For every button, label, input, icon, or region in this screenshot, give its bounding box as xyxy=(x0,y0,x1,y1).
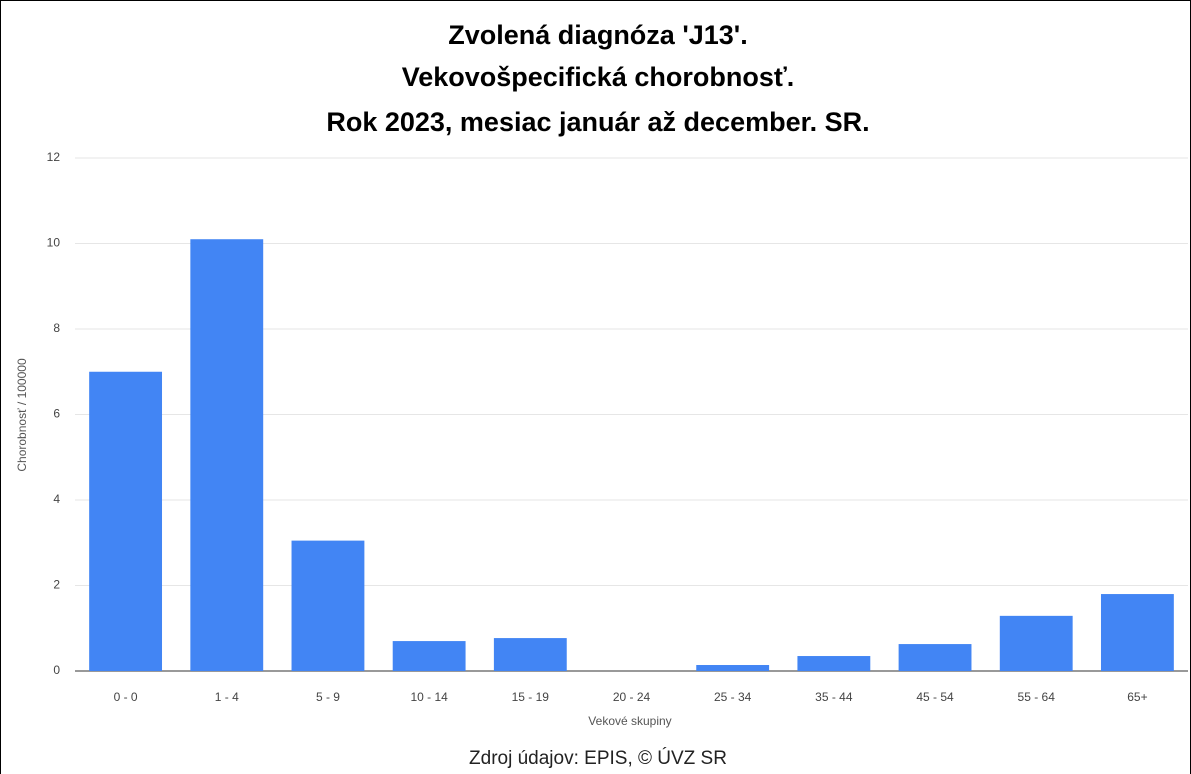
y-tick-label: 2 xyxy=(53,578,60,592)
x-tick-label: 35 - 44 xyxy=(815,690,853,704)
bar xyxy=(493,638,567,671)
x-tick-label: 5 - 9 xyxy=(316,690,340,704)
y-tick-label: 0 xyxy=(53,663,60,677)
bar xyxy=(898,644,972,671)
y-tick-label: 6 xyxy=(53,407,60,421)
chart-title: Zvolená diagnóza 'J13'. xyxy=(448,20,747,50)
chart-title: Vekovošpecifická chorobnosť. xyxy=(402,62,795,92)
x-tick-label: 45 - 54 xyxy=(916,690,954,704)
x-axis-label: Vekové skupiny xyxy=(588,714,671,728)
bar xyxy=(392,641,466,671)
y-tick-label: 4 xyxy=(53,492,60,506)
bar xyxy=(89,371,163,671)
x-tick-label: 25 - 34 xyxy=(714,690,752,704)
y-axis-label: Chorobnosť / 100000 xyxy=(15,358,29,472)
bar xyxy=(696,665,770,671)
bar xyxy=(291,540,365,671)
x-tick-label: 10 - 14 xyxy=(410,690,448,704)
x-tick-label: 55 - 64 xyxy=(1018,690,1056,704)
y-tick-label: 10 xyxy=(47,236,61,250)
x-tick-label: 0 - 0 xyxy=(114,690,138,704)
bar xyxy=(1100,594,1174,671)
bar xyxy=(190,239,264,671)
bar xyxy=(999,615,1073,671)
x-tick-label: 15 - 19 xyxy=(512,690,550,704)
x-tick-label: 1 - 4 xyxy=(215,690,239,704)
x-tick-label: 65+ xyxy=(1127,690,1147,704)
y-tick-label: 12 xyxy=(47,150,61,164)
bar xyxy=(797,656,871,671)
chart-title: Rok 2023, mesiac január až december. SR. xyxy=(326,107,869,137)
y-tick-label: 8 xyxy=(53,321,60,335)
x-tick-label: 20 - 24 xyxy=(613,690,651,704)
source: Zdroj údajov: EPIS, © ÚVZ SR xyxy=(469,747,727,769)
